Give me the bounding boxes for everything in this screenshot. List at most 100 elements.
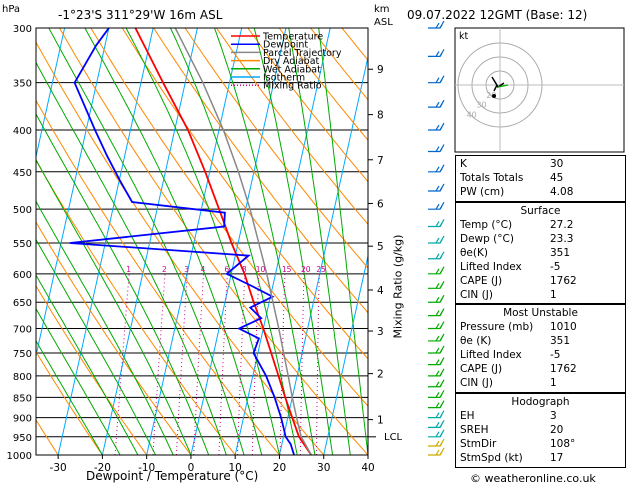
wind-barb-feather <box>435 347 440 354</box>
x-tick-label: 30 <box>317 462 330 474</box>
pressure-tick-label: 350 <box>13 79 32 90</box>
profile-dewpoint <box>69 28 295 455</box>
wind-barb-feather <box>439 345 445 354</box>
isotherm-line <box>278 54 368 455</box>
unstable-value: 1010 <box>550 321 577 333</box>
index-value: 45 <box>550 172 564 184</box>
x-tick-label: 0 <box>188 462 195 474</box>
surface-title: Surface <box>520 205 561 217</box>
km-tick-label: 6 <box>377 198 384 210</box>
pressure-tick-label: 500 <box>13 205 32 216</box>
km-tick-label: 1 <box>377 415 384 427</box>
km-tick-label: 4 <box>377 285 384 297</box>
wind-barb-feather <box>435 237 440 244</box>
wet-adiabat-line <box>318 28 368 455</box>
pressure-tick-label: 750 <box>13 349 32 360</box>
legend-label: Parcel Trajectory <box>263 48 342 59</box>
dry-adiabat-line <box>90 28 368 407</box>
unstable-value: 351 <box>550 335 571 347</box>
wind-barb-feather <box>439 420 445 428</box>
mixing-ratio-label: 8 <box>242 265 247 274</box>
wet-adiabat-line <box>36 200 174 455</box>
wind-barb-feather <box>435 146 440 152</box>
km-tick-label: 8 <box>377 110 384 122</box>
wind-barb-feather <box>435 402 440 408</box>
hodo-value: 108° <box>550 438 576 450</box>
pressure-tick-label: 300 <box>13 24 32 35</box>
x-tick-label: -30 <box>50 462 67 474</box>
isotherm-line <box>101 28 198 455</box>
isotherm-line <box>323 253 368 455</box>
wind-barb-feather <box>439 410 445 418</box>
most-unstable-box: Most Unstable Pressure (mb) 1010 θe (K) 35… <box>455 304 626 393</box>
isotherm-line <box>146 28 243 455</box>
wind-barb-feather <box>439 333 445 342</box>
wet-adiabat-line <box>36 339 103 455</box>
pressure-tick-label: 800 <box>13 372 32 383</box>
hodo-value: 3 <box>550 410 557 422</box>
dry-adiabat-line <box>247 28 368 183</box>
legend-label: Dry Adiabat <box>263 56 320 67</box>
wet-adiabat-line <box>36 307 121 455</box>
wet-adiabat-line <box>36 158 192 455</box>
wet-adiabat-line <box>48 28 245 455</box>
wind-barb-feather <box>435 268 440 275</box>
dry-adiabat-line <box>36 350 103 455</box>
legend-label: Isotherm <box>263 73 305 84</box>
wet-adiabat-line <box>288 28 351 455</box>
surface-value: 1 <box>550 289 557 301</box>
mixing-ratio-label: 15 <box>282 265 292 274</box>
surface-box: Surface Temp (°C) 27.2 Dewp (°C) 23.3 θe(K… <box>455 202 626 304</box>
hodograph-frame <box>454 27 625 153</box>
unstable-key: CAPE (J) <box>460 363 503 375</box>
surface-value: 23.3 <box>550 233 574 245</box>
isotherm-line <box>36 28 110 358</box>
hodo-key: EH <box>460 410 475 422</box>
wind-barb-feather <box>435 370 440 377</box>
wind-barb-feather <box>435 412 440 418</box>
mixing-ratio-line <box>279 273 286 455</box>
wind-barb-feather <box>435 359 440 365</box>
surface-key: Lifted Index <box>460 261 522 273</box>
wind-barb-feather <box>439 357 445 365</box>
wind-barb-feather <box>435 253 440 260</box>
x-axis-label: Dewpoint / Temperature (°C) <box>86 469 259 483</box>
wind-barb-feather <box>435 296 440 303</box>
hodograph-box: Hodograph EH 3 SREH 20 StmDir 108° StmSpd (… <box>455 393 626 468</box>
x-tick-label: -20 <box>94 462 111 474</box>
wind-barb-feather <box>435 440 440 447</box>
km-tick-label: 3 <box>377 326 384 338</box>
wind-barb-feather <box>435 221 440 227</box>
wet-adiabat-line <box>125 28 280 455</box>
pressure-tick-label: 450 <box>13 168 32 179</box>
wind-barb-feather <box>435 101 440 108</box>
wind-barb-feather <box>435 22 440 29</box>
km-tick-label: 7 <box>377 155 384 167</box>
isotherm-line <box>190 28 287 455</box>
mixing-ratio-label: 20 <box>301 265 311 274</box>
km-label: km <box>374 4 390 15</box>
wind-barb-feather <box>439 368 445 377</box>
dry-adiabat-line <box>36 159 236 455</box>
wind-barb-feather <box>435 124 440 131</box>
wind-barb-feather <box>439 390 445 398</box>
index-key: PW (cm) <box>460 186 505 198</box>
lcl-label: LCL <box>384 432 403 443</box>
wind-barb-feather <box>439 201 445 210</box>
hodo-key: StmSpd (kt) <box>460 452 523 464</box>
index-value: 4.08 <box>550 186 574 198</box>
mixing-ratio-label: 3 <box>184 265 189 274</box>
wind-barb-feather <box>439 308 445 316</box>
unstable-value: 1 <box>550 377 557 389</box>
mixing-ratio-line <box>237 273 246 455</box>
profile-parcel-trajectory <box>174 28 312 455</box>
dry-adiabat-line <box>36 99 280 455</box>
x-tick-label: 40 <box>361 462 374 474</box>
wind-barb-feather <box>439 429 445 438</box>
hodograph-trace <box>497 84 509 88</box>
wind-barb-feather <box>439 266 445 275</box>
dry-adiabat-line <box>184 28 368 269</box>
mixing-ratio-line <box>218 273 228 455</box>
wind-barb-feather <box>439 183 445 192</box>
wind-barb-feather <box>435 449 440 456</box>
